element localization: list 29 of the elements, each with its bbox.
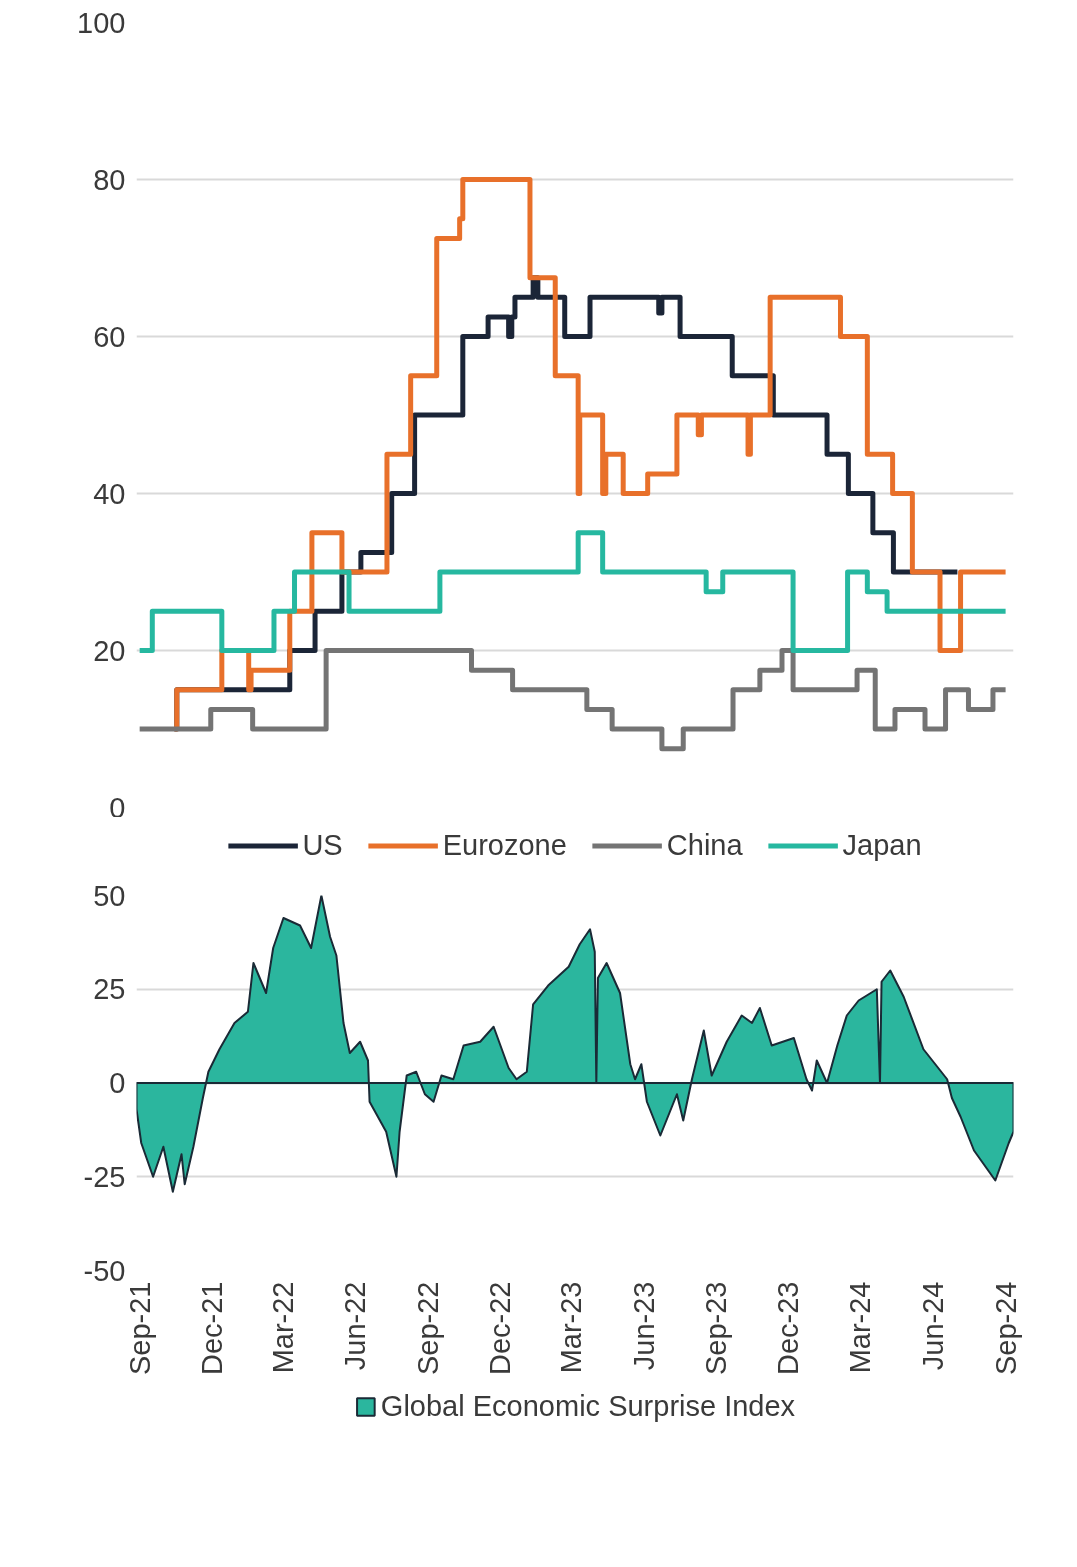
legend-label: Japan (842, 828, 922, 862)
x-tick-label: Jun-22 (339, 1281, 372, 1371)
legend-label: Eurozone (442, 828, 567, 862)
y-tick-label: 50 (93, 879, 126, 912)
x-tick-label: Sep-22 (412, 1281, 445, 1376)
x-tick-label: Dec-21 (195, 1281, 228, 1375)
y-tick-label: 0 (109, 791, 126, 824)
x-tick-label: Mar-22 (266, 1281, 299, 1374)
legend-label: China (666, 828, 743, 862)
y-tick-label: 20 (93, 634, 126, 667)
x-tick-label: Sep-21 (123, 1281, 156, 1376)
y-tick-label: 40 (93, 477, 126, 510)
legend-label: Global Economic Surprise Index (380, 1389, 796, 1423)
y-tick-label: -50 (83, 1254, 126, 1287)
legend-label: US (302, 828, 343, 862)
y-tick-label: 0 (109, 1067, 126, 1099)
x-tick-label: Sep-23 (700, 1281, 733, 1376)
x-tick-label: Dec-22 (483, 1281, 516, 1375)
x-tick-label: Dec-23 (772, 1281, 805, 1375)
y-tick-label: 100 (77, 6, 126, 39)
x-tick-label: Mar-24 (844, 1281, 877, 1374)
x-tick-label: Mar-23 (555, 1281, 588, 1374)
y-tick-label: 25 (93, 973, 126, 1006)
y-tick-label: 80 (93, 163, 126, 196)
x-tick-label: Jun-23 (627, 1281, 660, 1371)
y-tick-label: -25 (83, 1160, 126, 1193)
x-tick-label: Jun-24 (916, 1281, 949, 1371)
x-tick-label: Sep-24 (989, 1281, 1022, 1376)
y-tick-label: 60 (93, 320, 126, 353)
